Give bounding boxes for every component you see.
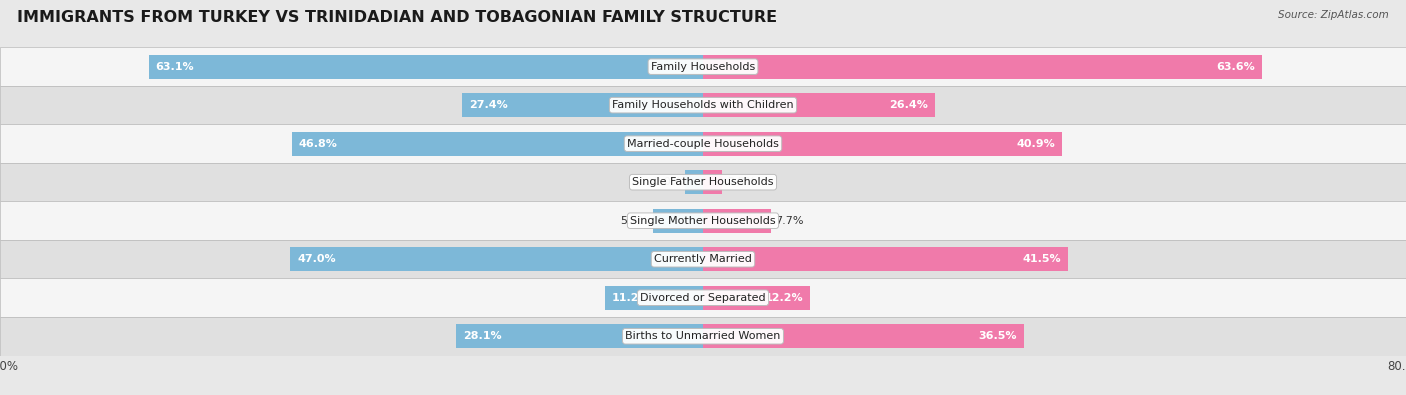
Text: 26.4%: 26.4%	[889, 100, 928, 110]
Text: 40.9%: 40.9%	[1017, 139, 1056, 149]
Bar	[463, 93, 703, 117]
Text: Source: ZipAtlas.com: Source: ZipAtlas.com	[1278, 10, 1389, 20]
Bar	[290, 247, 703, 271]
Bar	[703, 55, 1263, 79]
Bar	[0, 86, 1406, 124]
Text: 7.7%: 7.7%	[775, 216, 804, 226]
Bar	[0, 317, 1406, 356]
Bar	[0, 240, 1406, 278]
Text: 5.7%: 5.7%	[620, 216, 648, 226]
Bar	[0, 47, 1406, 86]
Bar	[292, 132, 703, 156]
Text: 2.0%: 2.0%	[652, 177, 681, 187]
Text: 27.4%: 27.4%	[470, 100, 508, 110]
Text: 2.2%: 2.2%	[727, 177, 755, 187]
Bar	[703, 286, 810, 310]
Bar	[456, 324, 703, 348]
Bar	[605, 286, 703, 310]
Text: 11.2%: 11.2%	[612, 293, 650, 303]
Text: 46.8%: 46.8%	[299, 139, 337, 149]
Text: Married-couple Households: Married-couple Households	[627, 139, 779, 149]
Bar	[149, 55, 703, 79]
Text: Single Father Households: Single Father Households	[633, 177, 773, 187]
Text: 12.2%: 12.2%	[765, 293, 803, 303]
Bar	[703, 170, 723, 194]
Text: 41.5%: 41.5%	[1022, 254, 1060, 264]
Bar	[686, 170, 703, 194]
Bar	[703, 132, 1063, 156]
Bar	[703, 209, 770, 233]
Text: Single Mother Households: Single Mother Households	[630, 216, 776, 226]
Text: Family Households: Family Households	[651, 62, 755, 71]
Text: IMMIGRANTS FROM TURKEY VS TRINIDADIAN AND TOBAGONIAN FAMILY STRUCTURE: IMMIGRANTS FROM TURKEY VS TRINIDADIAN AN…	[17, 10, 778, 25]
Text: Currently Married: Currently Married	[654, 254, 752, 264]
Bar	[0, 124, 1406, 163]
Text: Births to Unmarried Women: Births to Unmarried Women	[626, 331, 780, 341]
Text: 63.6%: 63.6%	[1216, 62, 1256, 71]
Bar	[0, 278, 1406, 317]
Bar	[0, 163, 1406, 201]
Text: 28.1%: 28.1%	[463, 331, 502, 341]
Bar	[703, 247, 1067, 271]
Text: Divorced or Separated: Divorced or Separated	[640, 293, 766, 303]
Bar	[703, 93, 935, 117]
Bar	[0, 201, 1406, 240]
Text: 63.1%: 63.1%	[156, 62, 194, 71]
Text: Family Households with Children: Family Households with Children	[612, 100, 794, 110]
Text: 36.5%: 36.5%	[979, 331, 1017, 341]
Legend: Immigrants from Turkey, Trinidadian and Tobagonian: Immigrants from Turkey, Trinidadian and …	[502, 394, 904, 395]
Bar	[652, 209, 703, 233]
Bar	[703, 324, 1024, 348]
Text: 47.0%: 47.0%	[297, 254, 336, 264]
